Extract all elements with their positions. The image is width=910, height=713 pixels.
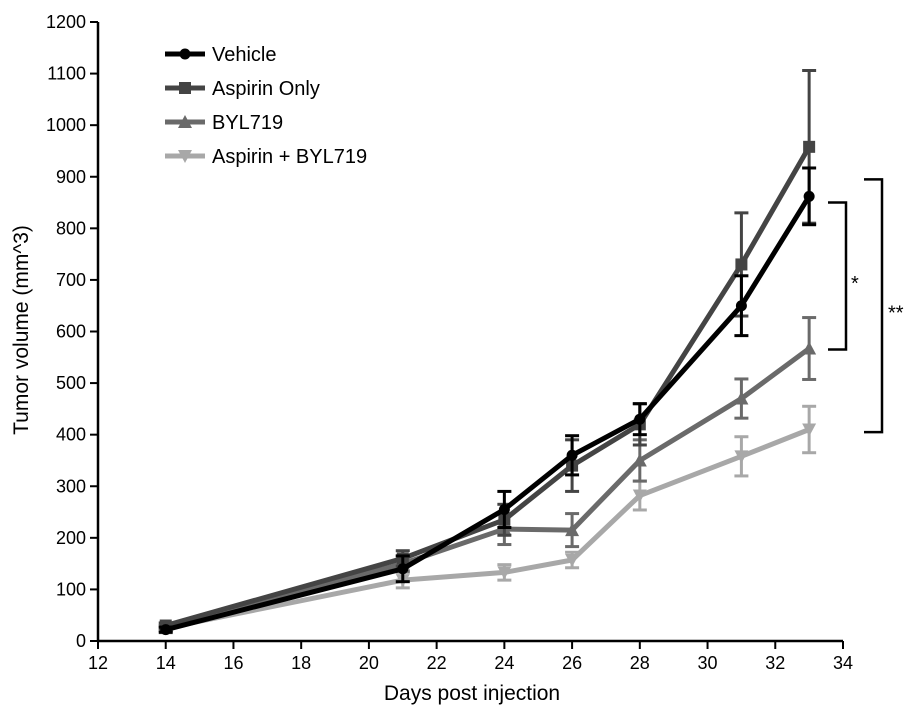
y-tick-label: 1000: [46, 115, 86, 135]
bracket-line: [864, 178, 884, 434]
x-tick-label: 28: [630, 653, 650, 673]
data-point: [632, 453, 647, 467]
legend-label: Aspirin Only: [212, 78, 320, 100]
data-point: [803, 190, 815, 202]
legend-label: Aspirin + BYL719: [212, 146, 367, 168]
x-tick-label: 34: [833, 653, 853, 673]
x-tick-label: 30: [698, 653, 718, 673]
x-tick-label: 26: [562, 653, 582, 673]
series-group: [158, 68, 817, 636]
legend-label: Vehicle: [212, 44, 277, 66]
data-point: [802, 341, 817, 355]
data-point: [734, 450, 749, 464]
y-tick-label: 800: [56, 218, 86, 238]
x-tick-label: 24: [494, 653, 514, 673]
series-byl719: [158, 316, 817, 635]
legend-marker: [179, 82, 191, 94]
data-point: [497, 566, 512, 580]
y-tick-label: 300: [56, 476, 86, 496]
data-point: [634, 413, 646, 425]
data-point: [566, 449, 578, 461]
y-tick-label: 900: [56, 167, 86, 187]
significance-annotations: ***: [828, 178, 904, 434]
y-tick-label: 500: [56, 373, 86, 393]
y-tick-label: 400: [56, 425, 86, 445]
y-tick-label: 700: [56, 270, 86, 290]
data-point: [734, 391, 749, 405]
data-point: [160, 624, 172, 636]
data-point: [565, 523, 580, 537]
series-vehicle: [158, 166, 817, 636]
x-tick-label: 20: [359, 653, 379, 673]
x-tick-label: 14: [156, 653, 176, 673]
series-line: [163, 144, 812, 629]
data-point: [565, 554, 580, 568]
data-point: [803, 140, 816, 153]
legend: Vehicle Aspirin Only BYL719 Aspirin + BYL71…: [165, 44, 367, 168]
legend-marker: [178, 150, 192, 163]
data-point: [735, 300, 747, 312]
data-point: [802, 423, 817, 437]
x-tick-label: 18: [291, 653, 311, 673]
x-tick-label: 12: [88, 653, 108, 673]
legend-marker: [178, 115, 192, 128]
legend-item: BYL719: [165, 112, 283, 134]
significance-bracket: **: [864, 178, 904, 434]
bracket-line: [828, 201, 848, 351]
legend-item: Aspirin Only: [165, 78, 320, 100]
y-tick-label: 200: [56, 528, 86, 548]
y-tick-label: 100: [56, 579, 86, 599]
y-tick-label: 600: [56, 322, 86, 342]
significance-bracket: *: [828, 201, 859, 351]
series-line: [163, 346, 812, 631]
y-tick-label: 1200: [46, 12, 86, 32]
data-point: [735, 258, 748, 271]
x-tick-label: 22: [427, 653, 447, 673]
axes: 0 100 200 300 400 500 600 700 800 900 1000 1100 1200…: [46, 12, 853, 673]
legend-label: BYL719: [212, 112, 283, 134]
legend-item: Vehicle: [165, 44, 277, 66]
data-point: [498, 503, 510, 515]
y-axis-title: Tumor volume (mm^3): [10, 225, 33, 435]
significance-label: *: [851, 273, 859, 295]
y-tick-label: 1100: [47, 64, 86, 84]
data-point: [632, 489, 647, 503]
x-tick-label: 32: [765, 653, 785, 673]
data-point: [397, 563, 409, 575]
series-line: [163, 193, 812, 633]
y-tick-label: 0: [76, 631, 86, 651]
legend-marker: [179, 48, 191, 60]
legend-item: Aspirin + BYL719: [165, 146, 367, 168]
x-tick-label: 16: [223, 653, 243, 673]
significance-label: **: [888, 303, 904, 325]
x-axis-title: Days post injection: [384, 682, 560, 705]
